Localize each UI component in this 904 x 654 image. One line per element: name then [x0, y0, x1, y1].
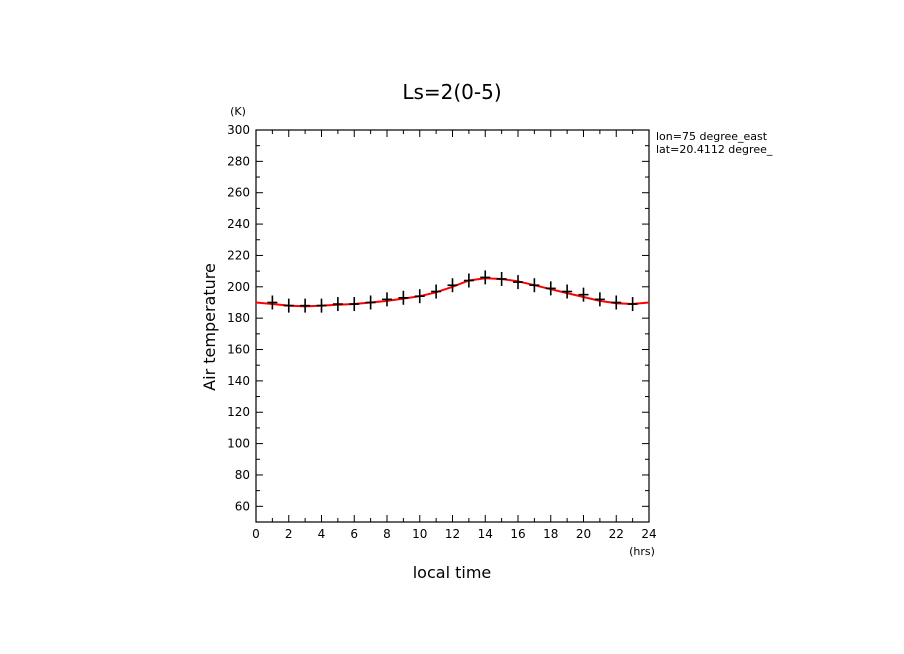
x-tick-label: 12 [445, 527, 460, 541]
data-point [513, 275, 523, 290]
y-tick-label: 80 [235, 468, 250, 482]
data-point [267, 295, 278, 310]
y-tick-label: 120 [227, 405, 250, 419]
y-tick-label: 60 [235, 499, 250, 513]
data-point [545, 281, 556, 296]
y-tick-label: 280 [227, 154, 250, 168]
x-tick-label: 4 [318, 527, 326, 541]
y-tick-label: 180 [227, 311, 250, 325]
y-tick-label: 160 [227, 343, 250, 357]
data-point [431, 284, 442, 299]
x-tick-label: 14 [478, 527, 493, 541]
axis-ticks [255, 129, 650, 523]
y-tick-label: 260 [227, 186, 250, 200]
data-point [316, 298, 327, 313]
data-point [300, 298, 311, 313]
plot-frame [255, 129, 650, 523]
data-point [283, 298, 294, 313]
data-point [332, 297, 343, 312]
data-point [365, 295, 376, 310]
series-layer [255, 270, 650, 313]
data-point [463, 273, 474, 288]
data-point [611, 295, 622, 310]
tick-labels: 0 2 4 6 8 10 12 14 16 18 20 22 246080100120140160180… [227, 123, 657, 541]
data-point [496, 271, 507, 286]
x-tick-label: 20 [576, 527, 591, 541]
data-point [480, 270, 491, 285]
data-point [447, 278, 458, 293]
x-tick-label: 6 [350, 527, 358, 541]
data-point [398, 290, 409, 305]
data-point [382, 292, 392, 307]
x-tick-label: 10 [412, 527, 427, 541]
y-tick-label: 200 [227, 280, 250, 294]
x-unit-label: (hrs) [629, 545, 655, 558]
y-tick-label: 240 [227, 217, 250, 231]
data-point [529, 278, 540, 293]
data-point [578, 287, 589, 302]
y-unit-label: (K) [230, 105, 246, 118]
y-tick-label: 140 [227, 374, 250, 388]
y-tick-label: 220 [227, 248, 250, 262]
data-point [562, 284, 573, 299]
y-tick-label: 300 [227, 123, 250, 137]
annotation-lat: lat=20.4112 degree_ [656, 143, 773, 156]
y-axis-label: Air temperature [200, 263, 219, 391]
data-point [349, 297, 360, 312]
x-tick-label: 18 [543, 527, 558, 541]
x-tick-label: 8 [383, 527, 391, 541]
data-point [627, 297, 638, 312]
x-tick-label: 0 [252, 527, 260, 541]
x-axis-label: local time [413, 563, 492, 582]
x-tick-label: 24 [641, 527, 656, 541]
x-tick-label: 2 [285, 527, 293, 541]
x-tick-label: 16 [510, 527, 525, 541]
data-point [414, 289, 425, 304]
y-tick-label: 100 [227, 437, 250, 451]
data-point [594, 292, 605, 307]
annotation-lon: lon=75 degree_east [656, 130, 768, 143]
x-tick-label: 22 [609, 527, 624, 541]
chart-title: Ls=2(0-5) [402, 80, 501, 104]
